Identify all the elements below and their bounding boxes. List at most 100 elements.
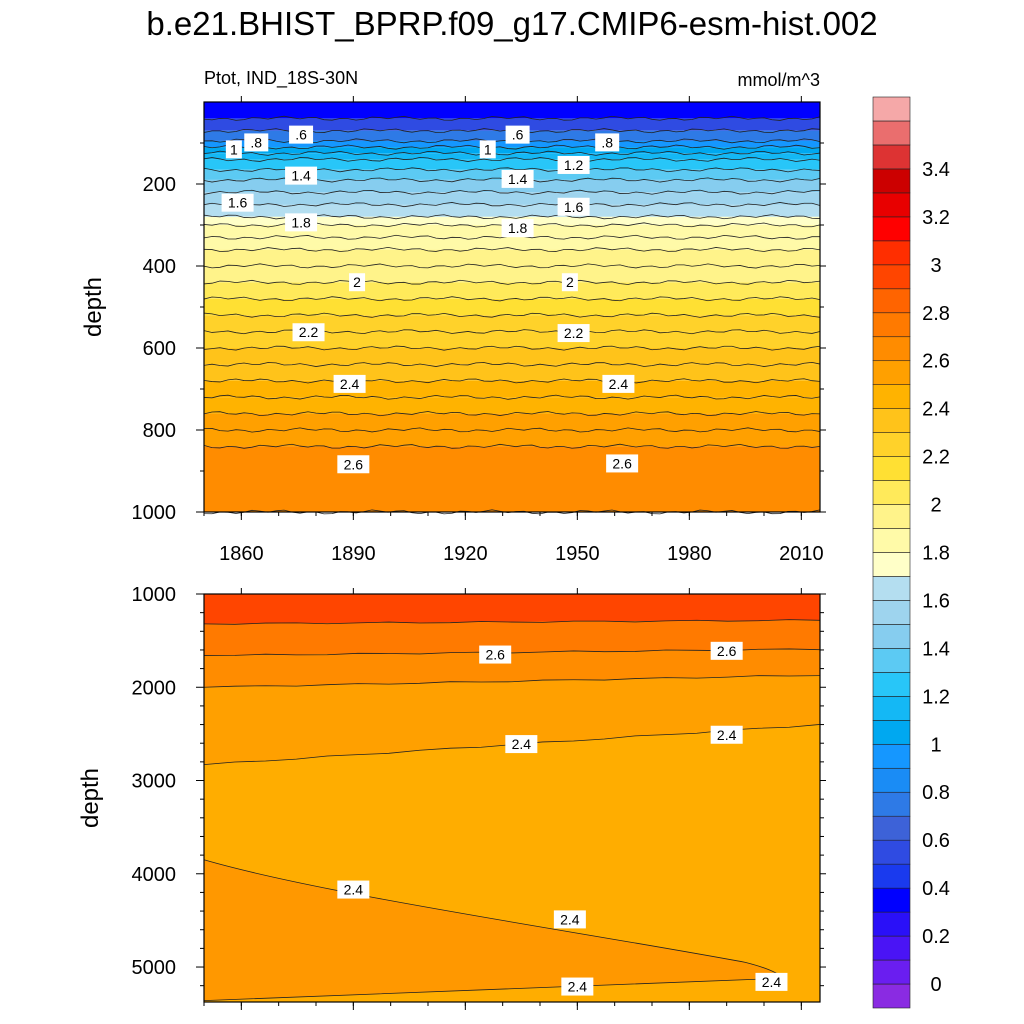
upper-contour-label: .6 bbox=[505, 125, 530, 144]
upper-panel: .6 .8 1 1.4 1.6 1.8 2 2.2 2.4 2.6 .6 1 1.4 1.8 .8 1.2 1.… bbox=[80, 96, 826, 565]
upper-contour-line bbox=[203, 394, 821, 400]
upper-contour-label-box bbox=[285, 166, 318, 185]
colorbar-swatch bbox=[872, 456, 911, 481]
lower-contour-label-text: 2.4 bbox=[717, 727, 737, 743]
lower-depth-band bbox=[204, 594, 820, 624]
lower-contour-label-text: 2.4 bbox=[344, 882, 364, 898]
upper-depth-band bbox=[204, 237, 820, 250]
lower-contour-label-box bbox=[561, 977, 594, 996]
colorbar-swatch bbox=[872, 96, 911, 122]
upper-contour-label-text: 1.8 bbox=[291, 214, 311, 230]
upper-depth-band bbox=[204, 140, 820, 148]
upper-contour-label-text: 2.6 bbox=[612, 455, 632, 471]
left-subtitle: Ptot, IND_18S-30N bbox=[204, 68, 358, 89]
upper-contour-label-box bbox=[225, 140, 242, 159]
colorbar-swatch bbox=[872, 815, 911, 841]
upper-y-tick-label: 400 bbox=[143, 256, 176, 278]
upper-depth-band bbox=[204, 102, 820, 119]
lower-contour-label-box bbox=[710, 725, 743, 744]
colorbar-swatch bbox=[872, 743, 911, 769]
lower-y-axis-label: depth bbox=[77, 768, 104, 828]
lower-contour-label-box bbox=[710, 641, 743, 660]
colorbar-swatch bbox=[872, 336, 911, 362]
colorbar-swatch bbox=[872, 648, 911, 673]
lower-contour-label: 2.4 bbox=[553, 910, 586, 929]
figure-title: b.e21.BHIST_BPRP.f09_g17.CMIP6-esm-hist.… bbox=[146, 5, 877, 42]
colorbar-swatch bbox=[872, 696, 911, 721]
lower-contour-label-text: 2.6 bbox=[485, 647, 505, 663]
colorbar-swatch bbox=[872, 624, 911, 649]
colorbar-swatch bbox=[872, 600, 911, 625]
upper-depth-band bbox=[204, 446, 820, 512]
upper-contour-label-text: 1.8 bbox=[508, 220, 528, 236]
lower-contour-label: 2.4 bbox=[337, 880, 370, 899]
lower-depth-band bbox=[204, 675, 820, 765]
colorbar-swatch bbox=[872, 576, 911, 601]
lower-y-tick-label: 2000 bbox=[132, 677, 177, 699]
upper-contour-line bbox=[203, 150, 821, 156]
upper-contour-line bbox=[203, 296, 821, 302]
right-subtitle: mmol/m^3 bbox=[738, 70, 820, 90]
upper-contour-label-text: 1.6 bbox=[228, 195, 248, 211]
upper-x-tick-label: 1920 bbox=[443, 543, 488, 565]
upper-y-axis-label: depth bbox=[80, 277, 107, 337]
lower-contour-label-box bbox=[337, 880, 370, 899]
colorbar-tick-label: 1.8 bbox=[922, 543, 950, 565]
colorbar-tick-label: 2 bbox=[930, 495, 941, 517]
upper-depth-band bbox=[204, 159, 820, 170]
colorbar-swatch bbox=[872, 360, 911, 385]
upper-contour-label: 1.6 bbox=[557, 197, 590, 216]
upper-contour-label-text: 1.6 bbox=[564, 199, 584, 215]
upper-contour-label: .8 bbox=[595, 133, 620, 152]
upper-depth-band bbox=[204, 397, 820, 414]
upper-y-tick-label: 600 bbox=[143, 338, 176, 360]
upper-contour-line bbox=[203, 115, 821, 121]
upper-contour-label-box bbox=[501, 219, 534, 238]
upper-contour-line bbox=[203, 443, 821, 449]
colorbar-swatch bbox=[872, 144, 911, 170]
lower-depth-band bbox=[204, 620, 820, 656]
upper-contour-label: 2.2 bbox=[292, 323, 325, 342]
upper-y-tick-label: 200 bbox=[143, 174, 176, 196]
colorbar-swatch bbox=[872, 887, 911, 913]
upper-contour-label: 2 bbox=[349, 273, 366, 292]
lower-contour-label: 2.4 bbox=[710, 725, 743, 744]
colorbar-tick-label: 1.6 bbox=[922, 590, 950, 612]
upper-y-tick-label: 1000 bbox=[132, 502, 177, 524]
upper-contour-label: 1.8 bbox=[501, 219, 534, 238]
lower-y-tick-label: 5000 bbox=[132, 957, 177, 979]
colorbar-tick-label: 1.4 bbox=[922, 638, 950, 660]
upper-contour-label: 1.2 bbox=[557, 155, 590, 174]
upper-contour-line bbox=[203, 312, 821, 318]
colorbar-swatch bbox=[872, 408, 911, 433]
upper-contour-label-box bbox=[505, 125, 530, 144]
colorbar-tick-label: 2.2 bbox=[922, 447, 950, 469]
lower-contour-label-text: 2.4 bbox=[560, 911, 580, 927]
lower-axes: 1000 2000 3000 4000 5000 bbox=[132, 584, 826, 1010]
upper-contour-label-text: 1.4 bbox=[291, 168, 311, 184]
colorbar-swatch bbox=[872, 504, 911, 529]
colorbar: 0 0.2 0.4 0.6 0.8 1 1.2 1.4 1.6 1.8 2 2.2 2.4 2.6 2.8 3… bbox=[872, 96, 950, 1009]
upper-contour-label-box bbox=[557, 155, 590, 174]
upper-depth-band bbox=[204, 298, 820, 316]
upper-contour-line bbox=[203, 144, 821, 150]
lower-plot-frame bbox=[203, 593, 821, 1003]
upper-contour-label-box bbox=[595, 133, 620, 152]
upper-contour-line bbox=[203, 411, 821, 417]
lower-contour-label-text: 2.6 bbox=[717, 643, 737, 659]
lower-contour-label-text: 2.4 bbox=[568, 979, 588, 995]
upper-contour-label-text: 2 bbox=[353, 274, 361, 290]
upper-fill-layer bbox=[204, 102, 820, 512]
lower-contour-label-box bbox=[479, 645, 512, 664]
upper-contour-label: 1 bbox=[479, 140, 496, 159]
upper-contour-label-text: .8 bbox=[250, 134, 262, 150]
colorbar-tick-label: 0.6 bbox=[922, 830, 950, 852]
upper-contour-line bbox=[203, 279, 821, 285]
upper-contour-label-text: 1 bbox=[484, 141, 492, 157]
upper-contour-label-box bbox=[557, 197, 590, 216]
colorbar-tick-label: 1.2 bbox=[922, 686, 950, 708]
upper-x-tick-label: 1890 bbox=[331, 543, 376, 565]
upper-contour-label-box bbox=[479, 140, 496, 159]
upper-contour-label: 1.6 bbox=[221, 193, 254, 212]
